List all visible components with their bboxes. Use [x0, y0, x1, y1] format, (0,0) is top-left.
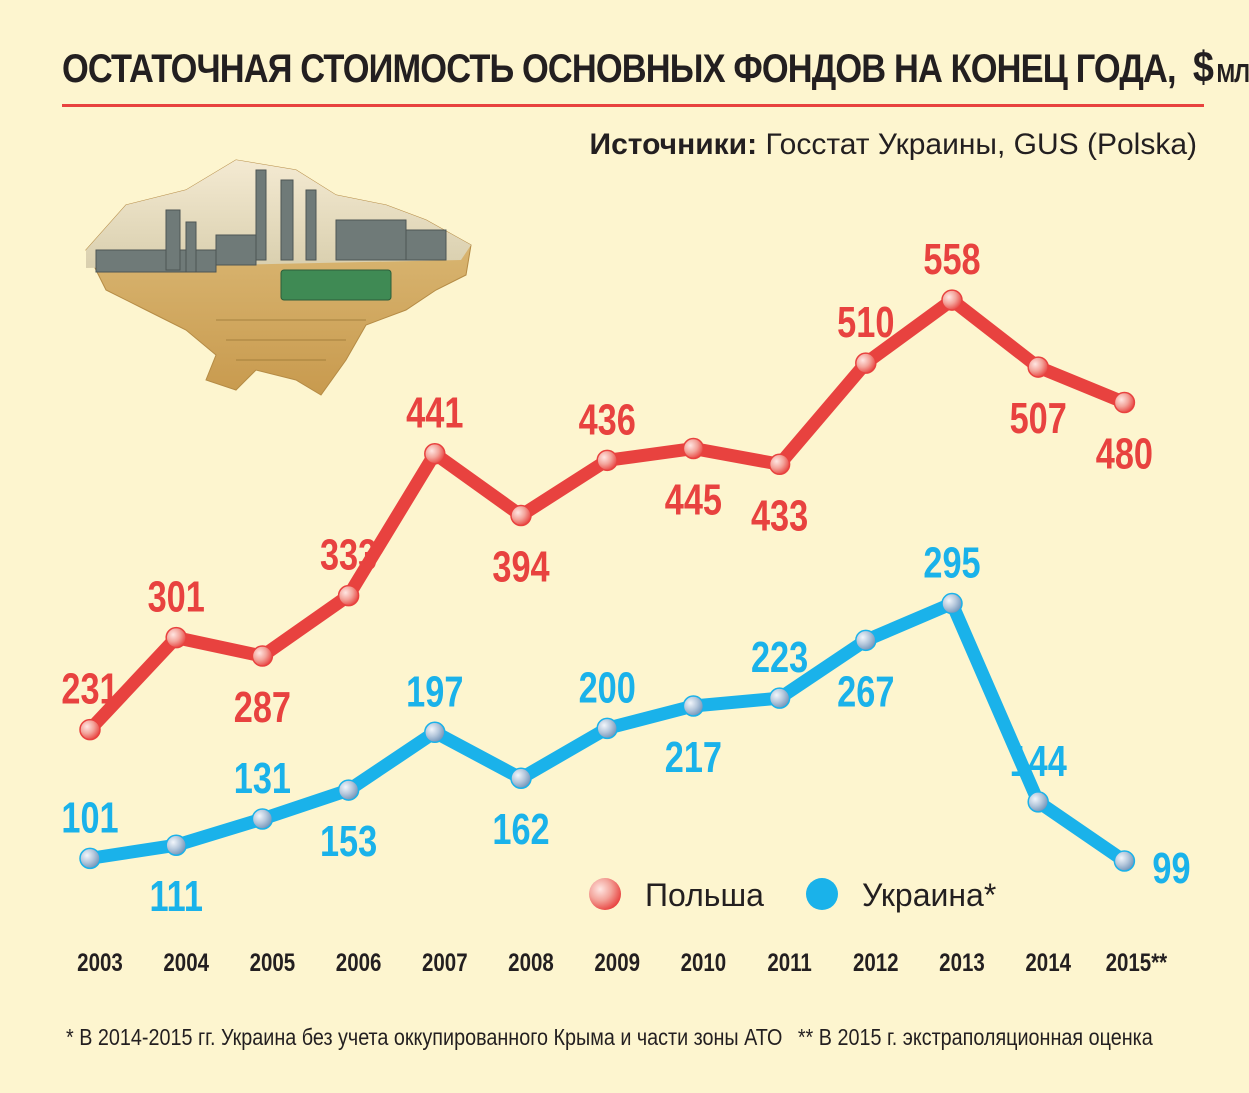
data-point-ukraine-2007 [424, 721, 446, 744]
data-label-ukraine-2012: 267 [837, 667, 894, 716]
data-label-poland-2010: 445 [665, 475, 722, 524]
data-label-ukraine-2013: 295 [923, 539, 980, 588]
footnotes: * В 2014-2015 гг. Украина без учета окку… [66, 1024, 1153, 1051]
data-label-poland-2012: 510 [837, 298, 894, 347]
data-label-ukraine-2004: 111 [149, 872, 202, 921]
x-tick-label-2013: 2013 [939, 948, 985, 976]
legend-label-ukraine: Украина* [862, 877, 996, 913]
x-tick-label-2005: 2005 [250, 948, 296, 976]
data-point-ukraine-2006 [337, 779, 360, 801]
data-label-poland-2015: 480 [1096, 430, 1153, 479]
title-text: ОСТАТОЧНАЯ СТОИМОСТЬ ОСНОВНЫХ ФОНДОВ НА … [62, 47, 1177, 91]
data-label-poland-2004: 301 [148, 573, 205, 622]
title-unit-symbol: $ [1192, 43, 1214, 92]
data-point-poland-2015 [1113, 391, 1136, 414]
data-point-poland-2003 [79, 718, 101, 741]
data-label-poland-2013: 558 [923, 235, 980, 284]
data-point-ukraine-2015 [1113, 850, 1136, 872]
data-label-ukraine-2011: 223 [751, 633, 808, 682]
footnote-crimea: * В 2014-2015 гг. Украина без учета окку… [66, 1024, 783, 1050]
data-point-poland-2012 [855, 352, 877, 374]
data-point-ukraine-2003 [79, 847, 101, 870]
data-label-poland-2009: 436 [579, 395, 636, 444]
data-label-poland-2007: 441 [406, 389, 463, 438]
data-label-ukraine-2005: 131 [234, 754, 291, 803]
data-label-poland-2005: 287 [234, 683, 291, 732]
legend-swatch-poland [589, 878, 621, 910]
source-text: Госстат Украины, GUS (Polska) [765, 128, 1197, 161]
data-point-ukraine-2011 [768, 687, 791, 709]
data-point-ukraine-2014 [1027, 791, 1049, 813]
data-point-poland-2010 [682, 437, 705, 460]
x-tick-label-2015: 2015** [1106, 948, 1168, 976]
title-unit: МЛРД [1216, 58, 1249, 88]
data-point-poland-2005 [251, 645, 274, 667]
data-label-poland-2003: 231 [61, 665, 118, 714]
data-point-ukraine-2008 [510, 767, 532, 789]
data-label-ukraine-2006: 153 [320, 817, 377, 866]
data-point-poland-2013 [941, 289, 963, 311]
data-point-poland-2009 [596, 449, 618, 472]
data-point-poland-2004 [165, 626, 187, 649]
data-point-ukraine-2009 [596, 717, 618, 740]
data-point-ukraine-2005 [251, 808, 274, 830]
data-label-poland-2011: 433 [751, 491, 808, 540]
data-label-ukraine-2015: 99 [1152, 844, 1190, 893]
data-label-ukraine-2009: 200 [579, 663, 636, 712]
x-tick-label-2011: 2011 [767, 948, 812, 976]
data-label-ukraine-2003: 101 [61, 793, 118, 842]
data-point-poland-2006 [337, 584, 360, 607]
data-point-ukraine-2004 [165, 834, 187, 856]
data-label-ukraine-2014: 144 [1010, 737, 1067, 786]
data-label-ukraine-2010: 217 [665, 733, 722, 782]
source-line: Источники: Госстат Украины, GUS (Polska) [590, 128, 1197, 162]
chart-title: ОСТАТОЧНАЯ СТОИМОСТЬ ОСНОВНЫХ ФОНДОВ НА … [62, 40, 1249, 101]
x-tick-label-2006: 2006 [336, 948, 382, 976]
data-point-poland-2011 [768, 453, 791, 476]
x-tick-label-2003: 2003 [77, 948, 123, 976]
data-label-ukraine-2008: 162 [492, 805, 549, 854]
data-point-poland-2014 [1027, 356, 1049, 378]
data-label-poland-2008: 394 [492, 542, 549, 591]
legend-label-poland: Польша [645, 877, 764, 913]
x-tick-label-2007: 2007 [422, 948, 468, 976]
data-point-poland-2007 [424, 443, 446, 465]
data-point-ukraine-2013 [941, 592, 963, 615]
x-tick-label-2009: 2009 [594, 948, 640, 976]
x-tick-label-2010: 2010 [681, 948, 727, 976]
data-label-poland-2006: 333 [320, 531, 377, 580]
x-tick-label-2012: 2012 [853, 948, 899, 976]
x-tick-label-2008: 2008 [508, 948, 554, 976]
source-label: Источники: [589, 128, 758, 161]
data-point-ukraine-2010 [682, 695, 705, 717]
data-point-ukraine-2012 [855, 629, 877, 652]
x-tick-label-2014: 2014 [1025, 948, 1071, 976]
data-label-ukraine-2007: 197 [406, 667, 463, 716]
title-divider [62, 104, 1204, 107]
footnote-estimate: ** В 2015 г. экстраполяционная оценка [797, 1024, 1153, 1050]
data-point-poland-2008 [510, 504, 532, 527]
ukraine-map-illustration [85, 159, 472, 396]
x-tick-label-2004: 2004 [163, 948, 209, 976]
legend-swatch-ukraine [806, 878, 838, 910]
data-label-poland-2014: 507 [1010, 394, 1067, 443]
